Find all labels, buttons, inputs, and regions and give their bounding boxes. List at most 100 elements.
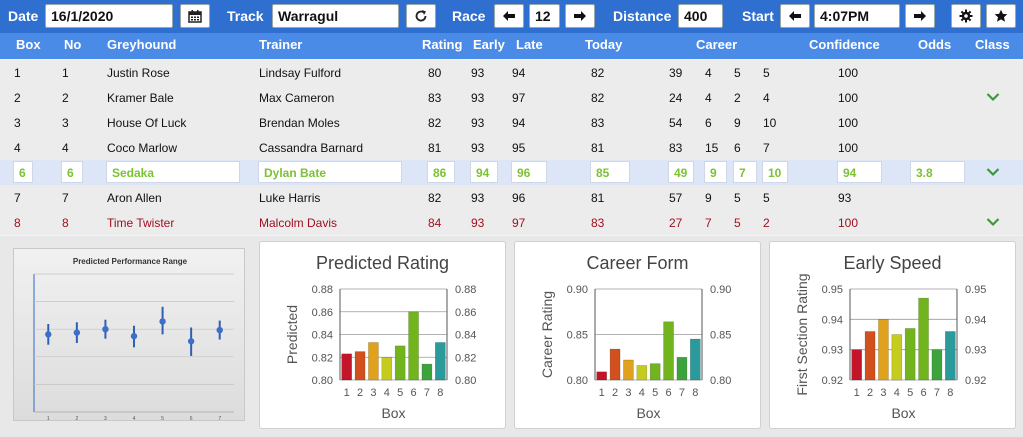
x-tick-label: 8	[947, 387, 953, 399]
table-row[interactable]: 7 7 Aron Allen Luke Harris 82 93 96 81 57 9 5 5 93	[0, 185, 1023, 210]
cell-early: 93	[471, 141, 485, 155]
cell-greyhound: Coco Marlow	[107, 141, 178, 155]
cell-c4: 5	[763, 191, 770, 205]
performance-range-plot: 1 2 3 4 5 6 7	[33, 273, 234, 422]
y-axis-title: First Section Rating	[794, 273, 810, 395]
cell-c2: 4	[705, 66, 712, 80]
cell-greyhound: Time Twister	[107, 216, 175, 230]
y2-tick-label: 0.95	[965, 284, 986, 296]
table-row[interactable]: 4 4 Coco Marlow Cassandra Barnard 81 93 95 81 83…	[0, 135, 1023, 160]
x-tick-label: 3	[880, 387, 886, 399]
bar	[878, 319, 889, 381]
cell-greyhound[interactable]: Sedaka	[106, 161, 240, 183]
x-tick-label: 8	[692, 387, 698, 399]
cell-box: 8	[14, 216, 21, 230]
cell-c3: 6	[734, 141, 741, 155]
cell-c3: 5	[734, 66, 741, 80]
bar	[354, 351, 366, 381]
race-input[interactable]: 12	[529, 4, 560, 28]
table-row[interactable]: 1 1 Justin Rose Lindsay Fulford 80 93 94 82 39 4 5…	[0, 60, 1023, 85]
cell-greyhound: Justin Rose	[107, 66, 170, 80]
x-tick-label: 5	[397, 387, 403, 399]
cell-trainer[interactable]: Dylan Bate	[258, 161, 402, 183]
settings-button[interactable]	[951, 4, 981, 28]
arrow-right-icon	[574, 11, 586, 21]
cell-trainer: Brendan Moles	[259, 116, 340, 130]
table-row[interactable]: 2 2 Kramer Bale Max Cameron 83 93 97 82 24 4 2 4 100	[0, 85, 1023, 110]
cell-confidence: 93	[838, 191, 852, 205]
col-confidence[interactable]: Confidence	[809, 37, 880, 52]
col-today[interactable]: Today	[585, 37, 623, 52]
x-tick-label: 7	[679, 387, 685, 399]
x-tick-label: 6	[666, 387, 672, 399]
col-box[interactable]: Box	[16, 37, 41, 52]
cell-late[interactable]: 96	[511, 161, 547, 183]
x-tick-label: 8	[437, 387, 443, 399]
date-input[interactable]: 16/1/2020	[45, 4, 173, 28]
data-point	[216, 326, 223, 334]
table-row[interactable]: 6 6 Sedaka Dylan Bate 86 94 96 85 49 9 7 10 94 3.8	[0, 160, 1023, 185]
career-form-chart: 0.80 0.80 0.85 0.85 0.90 0.90 1 2 3 4 5 6 7 8 Box Caree…	[539, 284, 731, 421]
cell-box: 3	[14, 116, 21, 130]
cell-odds[interactable]: 3.8	[910, 161, 965, 183]
col-class[interactable]: Class	[975, 37, 1010, 52]
chevron-down-icon[interactable]	[986, 217, 1000, 227]
early-speed-chart: 0.92 0.92 0.93 0.93 0.94 0.94 0.95 0.95 1 2 3 4 5 6 7 8…	[794, 273, 986, 421]
cell-c4[interactable]: 10	[762, 161, 788, 183]
cell-box[interactable]: 6	[13, 161, 33, 183]
cell-c1: 57	[669, 191, 683, 205]
career-form-card: Career Form 0.80 0.80 0.85 0.85 0.90 0.90 1 2 3 4…	[514, 241, 761, 429]
arrow-left-icon	[789, 11, 801, 21]
cell-c2: 9	[705, 191, 712, 205]
start-time-input[interactable]: 4:07PM	[814, 4, 900, 28]
chevron-down-icon[interactable]	[986, 167, 1000, 177]
table-row[interactable]: 8 8 Time Twister Malcolm Davis 84 93 97 83 27 7 5 2…	[0, 210, 1023, 235]
arrow-left-icon	[503, 11, 515, 21]
col-career[interactable]: Career	[696, 37, 738, 52]
cell-c4: 10	[763, 116, 777, 130]
cell-c3[interactable]: 7	[733, 161, 757, 183]
cell-c2[interactable]: 9	[704, 161, 727, 183]
x-tick-label: 3	[370, 387, 376, 399]
cell-no[interactable]: 6	[61, 161, 83, 183]
performance-range-chart: Predicted Performance Range 1 2 3 4 5 6 7	[13, 248, 245, 422]
cell-confidence[interactable]: 94	[837, 161, 882, 183]
cell-early: 93	[471, 191, 485, 205]
start-next-button[interactable]	[905, 4, 935, 28]
calendar-button[interactable]	[180, 4, 210, 28]
col-odds[interactable]: Odds	[918, 37, 952, 52]
x-tick-label: 2	[75, 416, 78, 422]
cell-early[interactable]: 94	[470, 161, 498, 183]
cell-c4: 2	[763, 216, 770, 230]
col-rating[interactable]: Rating	[422, 37, 463, 52]
y2-tick-label: 0.92	[965, 375, 986, 387]
chevron-down-icon[interactable]	[986, 92, 1000, 102]
x-tick-label: 5	[161, 416, 164, 422]
favorite-button[interactable]	[986, 4, 1016, 28]
distance-input[interactable]: 400	[678, 4, 723, 28]
cell-today[interactable]: 85	[590, 161, 630, 183]
race-prev-button[interactable]	[494, 4, 524, 28]
y-tick-label: 0.85	[567, 330, 588, 342]
table-row[interactable]: 3 3 House Of Luck Brendan Moles 82 93 94 83 54 6 9…	[0, 110, 1023, 135]
col-early[interactable]: Early	[473, 37, 505, 52]
cell-early: 93	[471, 116, 485, 130]
x-tick-label: 7	[424, 387, 430, 399]
cell-late: 95	[512, 141, 526, 155]
col-no[interactable]: No	[64, 37, 82, 52]
refresh-button[interactable]	[406, 4, 436, 28]
cell-c2: 15	[705, 141, 719, 155]
cell-rating[interactable]: 86	[427, 161, 455, 183]
start-prev-button[interactable]	[780, 4, 810, 28]
track-input[interactable]: Warragul	[272, 4, 399, 28]
calendar-icon	[188, 10, 202, 23]
cell-c1[interactable]: 49	[668, 161, 694, 183]
col-trainer[interactable]: Trainer	[259, 37, 303, 52]
y2-tick-label: 0.86	[455, 307, 476, 319]
bar	[918, 297, 929, 381]
col-late[interactable]: Late	[516, 37, 543, 52]
col-greyhound[interactable]: Greyhound	[107, 37, 177, 52]
race-next-button[interactable]	[565, 4, 595, 28]
distance-label: Distance	[613, 8, 672, 24]
cell-today: 82	[591, 66, 605, 80]
